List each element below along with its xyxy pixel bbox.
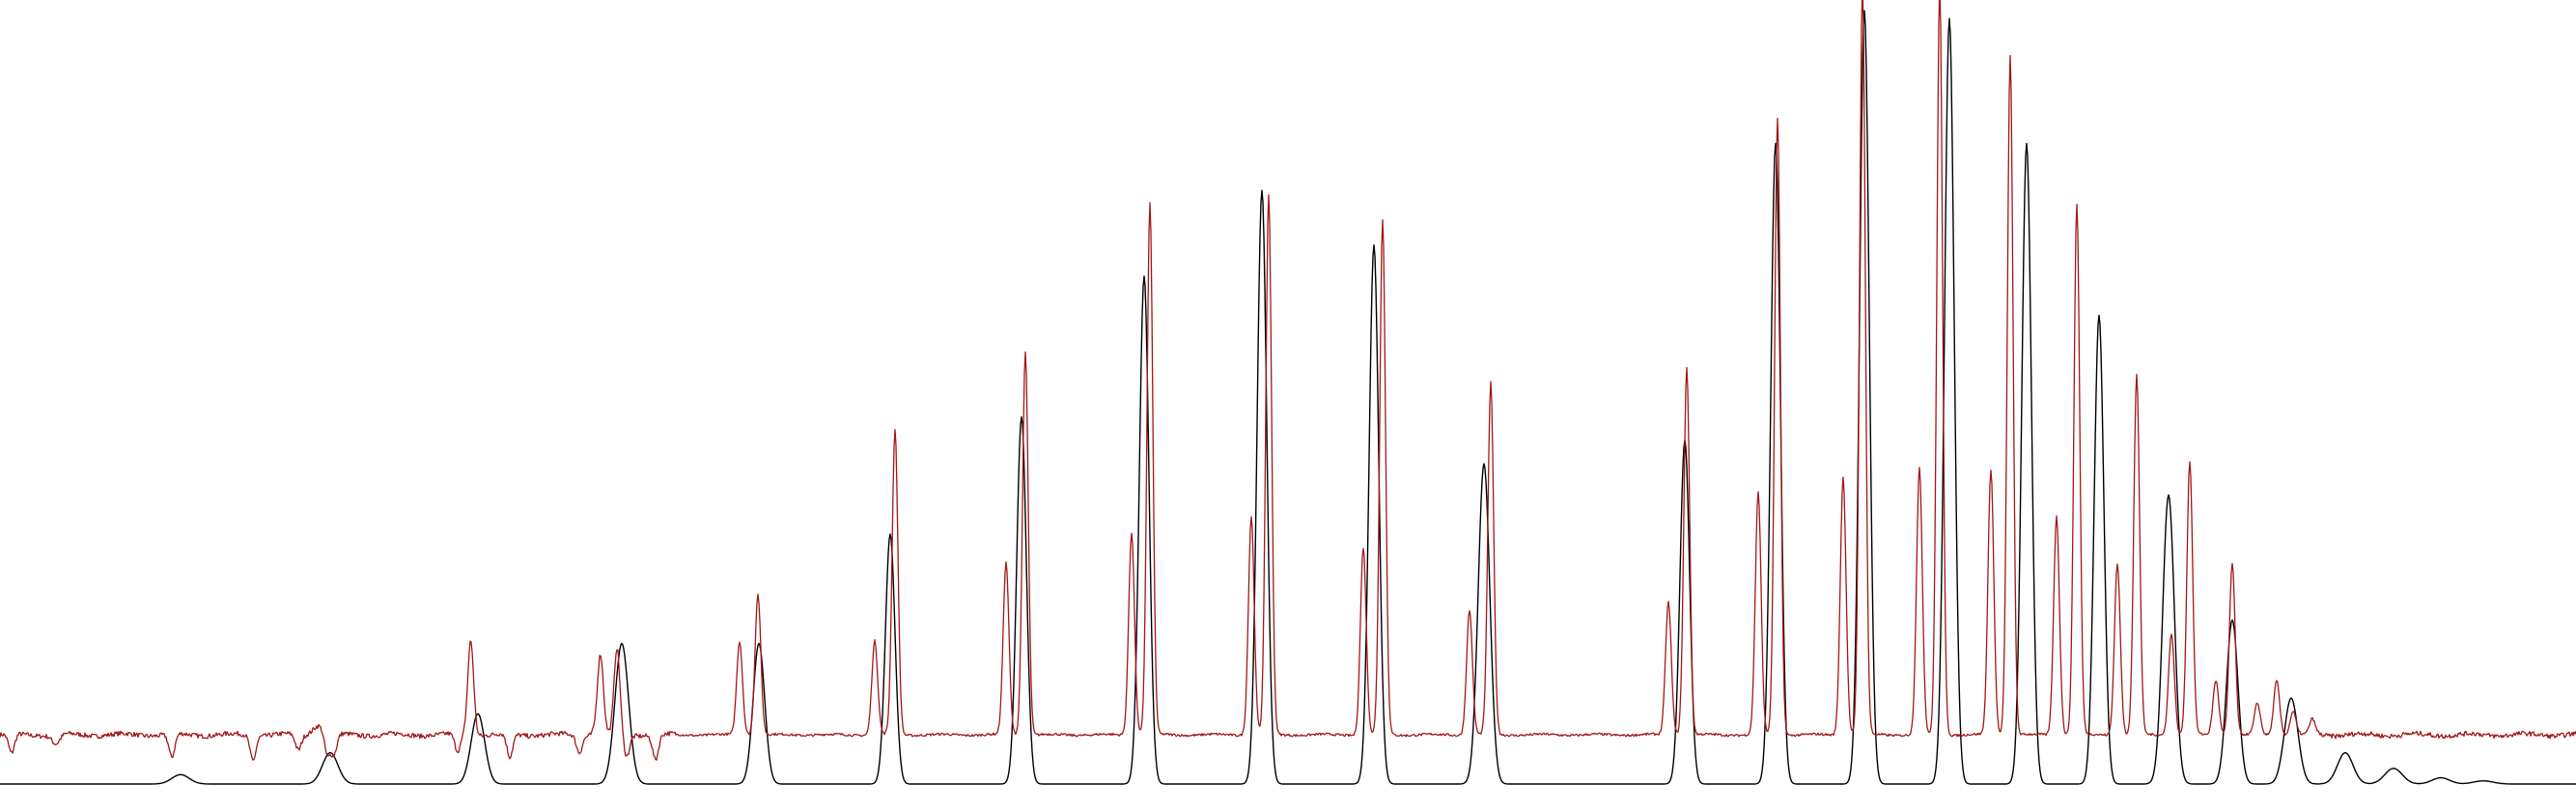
series-line-1 [0,10,2576,785]
series-line-2 [0,0,2576,761]
